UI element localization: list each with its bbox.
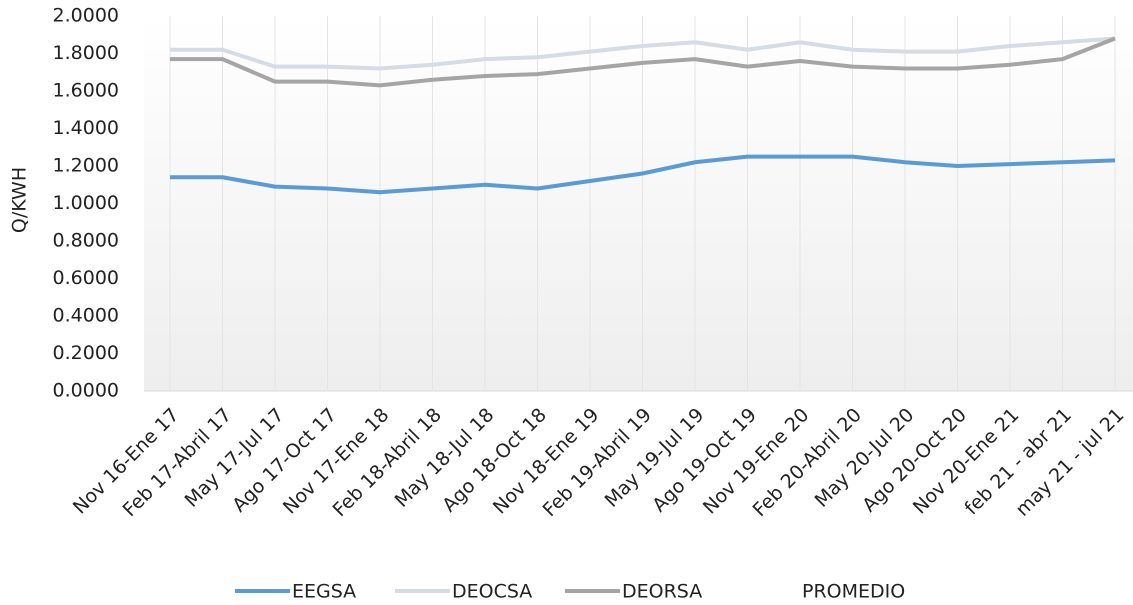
legend-label: DEORSA	[622, 581, 702, 603]
legend-label: PROMEDIO	[802, 581, 905, 603]
y-tick-label: 0.2000	[53, 342, 119, 364]
legend-label: EEGSA	[292, 581, 356, 603]
y-tick-label: 0.0000	[53, 380, 119, 402]
y-tick-label: 2.0000	[53, 5, 119, 27]
series-line	[170, 154, 1116, 195]
y-tick-label: 1.0000	[53, 192, 119, 214]
y-axis-label: Q/KWH	[9, 167, 31, 233]
y-tick-label: 1.2000	[53, 155, 119, 177]
legend-label: DEOCSA	[452, 581, 532, 603]
y-tick-label: 0.6000	[53, 267, 119, 289]
series-line	[170, 36, 1116, 71]
plot-area	[144, 16, 1133, 391]
y-tick-label: 0.8000	[53, 230, 119, 252]
y-tick-label: 1.4000	[53, 117, 119, 139]
y-tick-label: 1.6000	[53, 80, 119, 102]
series-line	[170, 36, 1116, 88]
y-tick-label: 1.8000	[53, 42, 119, 64]
y-tick-label: 0.4000	[53, 305, 119, 327]
